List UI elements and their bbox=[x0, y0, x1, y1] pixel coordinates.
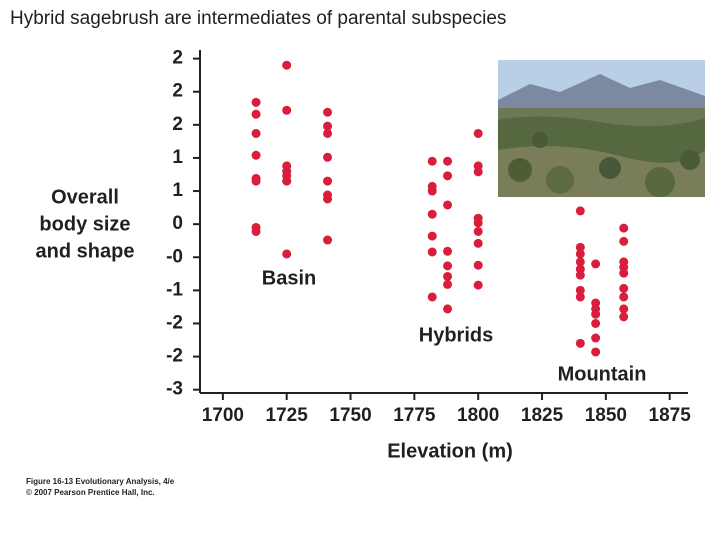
data-point bbox=[323, 152, 333, 162]
data-point bbox=[443, 261, 453, 271]
x-tick-label: 1725 bbox=[266, 405, 309, 426]
data-point bbox=[443, 200, 453, 210]
data-point bbox=[619, 304, 629, 314]
data-point bbox=[443, 156, 453, 166]
y-tick-label: -2 bbox=[166, 346, 183, 367]
photo bbox=[498, 60, 705, 197]
data-point bbox=[619, 236, 629, 246]
data-point bbox=[427, 247, 437, 257]
data-point bbox=[323, 128, 333, 138]
x-tick-label: 1825 bbox=[521, 405, 564, 426]
data-point bbox=[443, 304, 453, 314]
annotation: Mountain bbox=[558, 363, 647, 385]
data-point bbox=[575, 285, 585, 295]
data-point bbox=[575, 206, 585, 216]
data-point bbox=[251, 176, 261, 186]
y-tick-label: 2 bbox=[172, 48, 183, 69]
data-point bbox=[619, 312, 629, 322]
data-point bbox=[251, 226, 261, 236]
data-point bbox=[575, 242, 585, 252]
annotation: Hybrids bbox=[419, 324, 493, 346]
data-point bbox=[427, 186, 437, 196]
y-tick-label: -3 bbox=[166, 379, 183, 400]
y-tick-label: -1 bbox=[166, 279, 183, 300]
y-tick-label: -2 bbox=[166, 312, 183, 333]
data-point bbox=[251, 97, 261, 107]
data-point bbox=[473, 218, 483, 228]
y-axis-title: and shape bbox=[36, 240, 135, 262]
data-point bbox=[575, 270, 585, 280]
data-point bbox=[323, 107, 333, 117]
y-tick-label: -0 bbox=[166, 246, 183, 267]
data-point bbox=[251, 109, 261, 119]
x-tick-label: 1800 bbox=[457, 405, 499, 426]
data-point bbox=[575, 249, 585, 259]
data-point bbox=[575, 257, 585, 267]
data-point bbox=[323, 176, 333, 186]
data-point bbox=[282, 176, 292, 186]
data-point bbox=[427, 156, 437, 166]
y-axis-title: body size bbox=[39, 213, 130, 235]
data-point bbox=[619, 223, 629, 233]
data-point bbox=[323, 235, 333, 245]
credit: © 2007 Pearson Prentice Hall, Inc. bbox=[26, 488, 155, 497]
data-point bbox=[575, 292, 585, 302]
data-point bbox=[473, 260, 483, 270]
x-tick-label: 1750 bbox=[329, 405, 371, 426]
data-point bbox=[427, 209, 437, 219]
data-point bbox=[323, 121, 333, 131]
data-point bbox=[443, 279, 453, 289]
annotation: Basin bbox=[262, 267, 316, 289]
x-tick-label: 1700 bbox=[202, 405, 244, 426]
data-point bbox=[591, 259, 601, 269]
data-point bbox=[427, 231, 437, 241]
data-point bbox=[473, 226, 483, 236]
slide-title: Hybrid sagebrush are intermediates of pa… bbox=[10, 8, 506, 29]
data-point bbox=[473, 128, 483, 138]
x-tick-label: 1850 bbox=[585, 405, 627, 426]
data-point bbox=[473, 280, 483, 290]
data-point bbox=[591, 309, 601, 319]
data-point bbox=[251, 150, 261, 160]
credit: Figure 16-13 Evolutionary Analysis, 4/e bbox=[26, 477, 175, 486]
data-point bbox=[282, 105, 292, 115]
data-point bbox=[251, 128, 261, 138]
data-point bbox=[619, 292, 629, 302]
x-tick-label: 1775 bbox=[393, 405, 436, 426]
y-tick-label: 1 bbox=[172, 180, 183, 201]
data-point bbox=[619, 283, 629, 293]
data-point bbox=[473, 167, 483, 177]
data-point bbox=[282, 249, 292, 259]
data-point bbox=[591, 347, 601, 357]
y-tick-label: 2 bbox=[172, 81, 183, 102]
y-tick-label: 2 bbox=[172, 114, 183, 135]
data-point bbox=[619, 268, 629, 278]
data-point bbox=[443, 171, 453, 181]
data-point bbox=[443, 271, 453, 281]
x-tick-label: 1875 bbox=[649, 405, 692, 426]
y-axis-title: Overall bbox=[51, 186, 119, 208]
data-point bbox=[591, 318, 601, 328]
x-axis-title: Elevation (m) bbox=[387, 440, 513, 462]
data-point bbox=[473, 238, 483, 248]
data-point bbox=[282, 60, 292, 70]
data-point bbox=[443, 246, 453, 256]
data-point bbox=[323, 194, 333, 204]
y-tick-label: 0 bbox=[172, 213, 183, 234]
y-tick-label: 1 bbox=[172, 147, 183, 168]
data-point bbox=[591, 333, 601, 343]
data-point bbox=[427, 292, 437, 302]
data-point bbox=[575, 338, 585, 348]
